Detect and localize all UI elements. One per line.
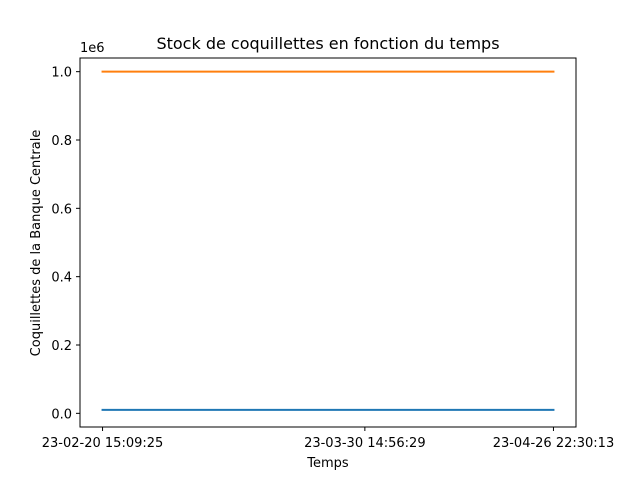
x-tick-label: 23-04-26 22:30:13	[493, 436, 615, 451]
y-axis-offset-label: 1e6	[80, 41, 105, 56]
y-tick-label: 0.4	[51, 271, 72, 286]
x-tick-label: 23-03-30 14:56:29	[304, 436, 426, 451]
chart-title: Stock de coquillettes en fonction du tem…	[156, 34, 499, 53]
y-tick-label: 0.2	[51, 339, 72, 354]
y-axis-label: Coquillettes de la Banque Centrale	[29, 130, 44, 357]
x-tick-label: 23-02-20 15:09:25	[42, 436, 164, 451]
x-axis-label: Temps	[306, 456, 349, 471]
y-tick-label: 1.0	[51, 66, 72, 81]
y-tick-label: 0.0	[51, 407, 72, 422]
y-tick-label: 0.8	[51, 134, 72, 149]
plot-frame	[79, 57, 577, 428]
plot-area: 0.0 0.2 0.4 0.6 0.8 1.0 23-02-20 15:09:25 23-03…	[42, 66, 614, 451]
y-tick-label: 0.6	[51, 202, 72, 217]
